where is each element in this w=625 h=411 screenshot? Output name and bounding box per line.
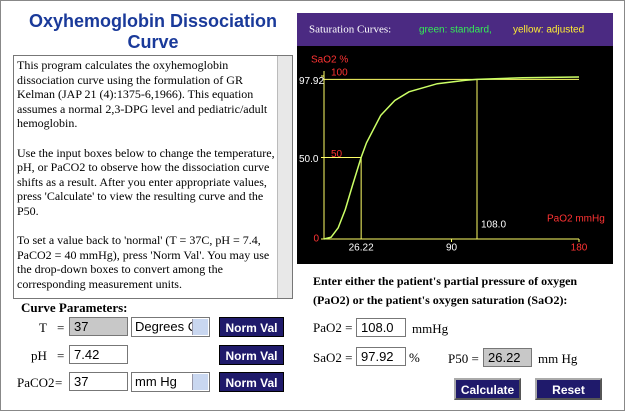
- norm-val-button[interactable]: Norm Val: [219, 345, 284, 365]
- description: This program calculates the oxyhemoglobi…: [17, 58, 279, 306]
- unit-text: Degrees C: [135, 319, 198, 334]
- p50-label: P50 =: [448, 351, 479, 366]
- paragraph: To set a value back to 'normal' (T = 37C…: [17, 233, 270, 291]
- sao2-label: SaO2 =: [313, 350, 353, 365]
- p50-y-label: 50.0: [299, 154, 319, 165]
- point-x-label: 108.0: [481, 220, 506, 231]
- paragraph: Use the input boxes below to change the …: [17, 145, 275, 218]
- sao2-unit: %: [409, 350, 420, 365]
- plot-area: [297, 46, 613, 264]
- oxygen-prompt: Enter either the patient's partial press…: [313, 274, 578, 307]
- param-label: T: [39, 320, 47, 335]
- pao2-label: PaO2 =: [313, 320, 353, 335]
- pao2-unit: mmHg: [412, 321, 449, 336]
- legend-standard: green: standard,: [419, 25, 492, 36]
- param-label: pH: [31, 348, 47, 363]
- param-input[interactable]: 37: [69, 372, 128, 391]
- param-eq: =: [57, 320, 65, 335]
- y-axis-label: SaO2 %: [311, 55, 348, 66]
- param-input[interactable]: 37: [69, 317, 128, 336]
- paragraph: This program calculates the oxyhemoglobi…: [17, 58, 268, 131]
- scrollbar[interactable]: [277, 56, 292, 298]
- chart: Saturation Curves: green: standard, yell…: [297, 13, 613, 264]
- unit-text: mm Hg: [135, 374, 177, 389]
- param-eq: =: [55, 375, 63, 390]
- dropdown-arrow[interactable]: [192, 374, 208, 390]
- y-tick-label: 50: [331, 149, 343, 160]
- point-y-label: 97.92: [299, 76, 324, 87]
- chart-title: Saturation Curves:: [309, 24, 391, 36]
- title: Oxyhemoglobin Dissociation Curve: [28, 11, 278, 52]
- param-label: PaCO2: [17, 375, 55, 390]
- y-tick-label: 0: [313, 234, 319, 245]
- pao2-input[interactable]: 108.0: [356, 318, 406, 337]
- form-heading: Curve Parameters:: [21, 300, 128, 315]
- dropdown-arrow[interactable]: [192, 319, 208, 335]
- legend-adjusted: yellow: adjusted: [513, 25, 584, 36]
- calculate-button[interactable]: Calculate: [454, 378, 521, 400]
- norm-val-button[interactable]: Norm Val: [219, 317, 284, 337]
- x-axis-label: PaO2 mmHg: [547, 214, 605, 225]
- param-input[interactable]: 7.42: [69, 345, 128, 364]
- param-eq: =: [57, 348, 65, 363]
- reset-button[interactable]: Reset: [535, 378, 602, 400]
- norm-val-button[interactable]: Norm Val: [219, 372, 284, 392]
- chart-header: [297, 13, 613, 46]
- x-tick-label: 180: [571, 243, 588, 254]
- p50-output: 26.22: [483, 348, 532, 367]
- description-box: This program calculates the oxyhemoglobi…: [13, 55, 293, 299]
- unit-select[interactable]: mm Hg: [131, 372, 210, 392]
- curve: [323, 76, 580, 240]
- p50-x-label: 26.22: [349, 243, 374, 254]
- sao2-input[interactable]: 97.92: [356, 347, 406, 366]
- unit-select[interactable]: Degrees C: [131, 317, 210, 337]
- y-tick-label: 100: [331, 68, 348, 79]
- p50-unit: mm Hg: [538, 351, 578, 366]
- x-tick-label: 90: [446, 243, 458, 254]
